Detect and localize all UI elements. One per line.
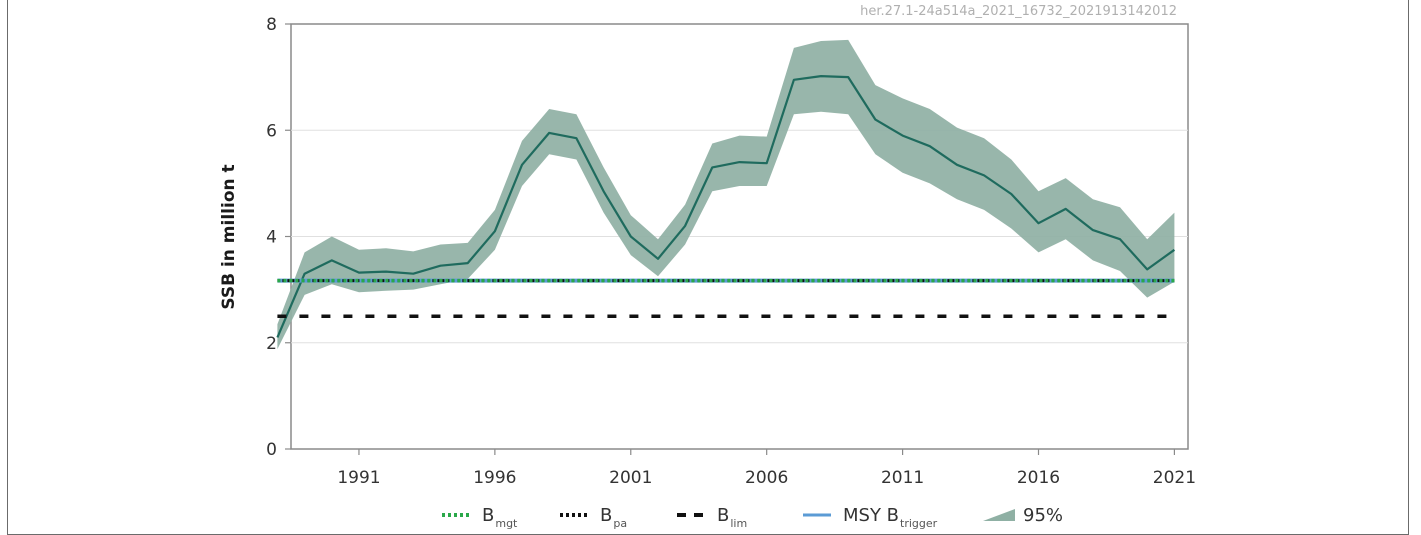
legend-label-msy: MSY Btrigger <box>843 505 938 530</box>
x-tick-label-2001: 2001 <box>609 468 652 488</box>
x-tick-label-1991: 1991 <box>337 468 380 488</box>
x-tick-label-2021: 2021 <box>1153 468 1196 488</box>
legend-sublabel-bpa: pa <box>613 517 627 530</box>
y-tick-label-4: 4 <box>266 228 277 248</box>
x-tick-label-2006: 2006 <box>745 468 788 488</box>
legend-sublabel-blim: lim <box>730 517 747 530</box>
legend-item-bpa: Bpa <box>560 505 627 530</box>
legend-item-msy: MSY Btrigger <box>803 505 938 530</box>
legend-label-bmgt: Bmgt <box>482 505 518 530</box>
legend-item-band: 95% <box>983 505 1063 526</box>
legend-label-bpa: Bpa <box>600 505 627 530</box>
legend: Bmgt Bpa Blim MSY Btrigger 95% <box>442 505 1063 530</box>
legend-label-blim: Blim <box>717 505 747 530</box>
reference-lines <box>277 278 1175 318</box>
ssb-confidence-band <box>277 39 1175 350</box>
x-tick-label-1996: 1996 <box>473 468 516 488</box>
legend-label-band: 95% <box>1023 505 1063 526</box>
legend-swatch-band <box>983 509 1015 521</box>
y-axis: 0 2 4 6 8 <box>266 15 291 460</box>
y-axis-label: SSB in million t <box>219 164 239 309</box>
legend-sublabel-msy: trigger <box>900 517 938 530</box>
series-layer <box>276 39 1176 350</box>
ssb-line <box>276 74 1176 338</box>
y-tick-label-6: 6 <box>266 121 277 141</box>
y-tick-label-2: 2 <box>266 334 277 354</box>
legend-item-blim: Blim <box>677 505 747 530</box>
legend-sublabel-bmgt: mgt <box>495 517 518 530</box>
y-tick-label-8: 8 <box>266 15 277 35</box>
watermark-text: her.27.1-24a514a_2021_16732_202191314201… <box>860 4 1177 19</box>
x-tick-label-2016: 2016 <box>1017 468 1060 488</box>
y-tick-label-0: 0 <box>266 440 277 460</box>
x-tick-label-2011: 2011 <box>881 468 924 488</box>
legend-item-bmgt: Bmgt <box>442 505 518 530</box>
x-axis: 1991 1996 2001 2006 2011 2016 2021 <box>337 449 1196 488</box>
